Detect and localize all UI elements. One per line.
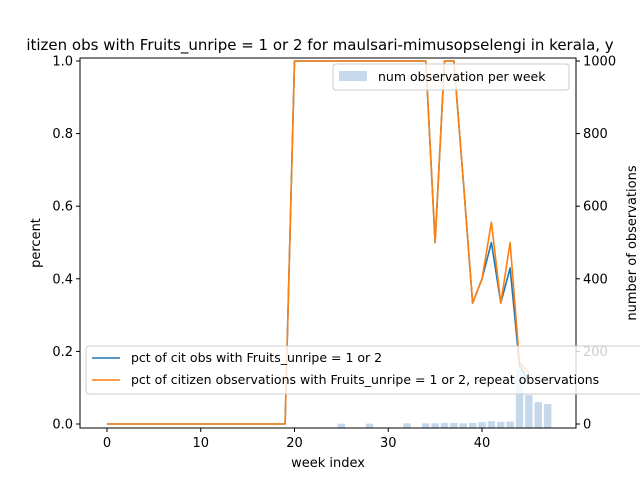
- y-tick-label-4: 0.8: [52, 127, 73, 142]
- legend-bars-label: num observation per week: [378, 69, 546, 84]
- legend-bars-swatch: [339, 71, 367, 81]
- y-tick-label-1: 0.2: [52, 345, 73, 360]
- y-tick-label-5: 1.0: [52, 55, 73, 70]
- y-tick-label-0: 0.0: [52, 418, 73, 433]
- y2-axis-label: number of observations: [625, 165, 640, 320]
- y2-tick-label-4: 800: [583, 127, 608, 142]
- series-2-line: [107, 60, 530, 425]
- plot-frame: [79, 57, 577, 429]
- x-axis-ticks: 0 10 20 30 40: [103, 428, 490, 451]
- bar-week-42: [497, 421, 505, 428]
- bar-week-38: [459, 423, 467, 428]
- bar-week-40: [478, 422, 486, 428]
- bar-week-37: [450, 422, 458, 428]
- bar-week-25: [337, 423, 346, 428]
- bar-week-43: [506, 421, 514, 428]
- bar-week-28: [365, 423, 374, 428]
- legend-series1-label: pct of cit obs with Fruits_unripe = 1 or…: [131, 350, 382, 365]
- y-tick-label-3: 0.6: [52, 200, 73, 215]
- bars-layer: [337, 369, 552, 428]
- legend-bars: num observation per week: [332, 63, 570, 91]
- chart-title: itizen obs with Fruits_unripe = 1 or 2 f…: [26, 36, 613, 55]
- bar-week-32: [403, 423, 411, 428]
- x-tick-label-4: 40: [474, 436, 491, 451]
- x-axis-label: week index: [291, 456, 365, 471]
- y-tick-label-2: 0.4: [52, 272, 73, 287]
- bar-week-44: [515, 369, 524, 428]
- x-tick-label-2: 20: [286, 436, 303, 451]
- x-tick-label-1: 10: [192, 436, 209, 451]
- bar-week-36: [440, 422, 449, 428]
- bar-week-39: [468, 422, 477, 428]
- bar-week-45: [525, 395, 533, 428]
- y-axis-label: percent: [29, 218, 44, 268]
- bar-week-41: [487, 421, 496, 428]
- y-axis-ticks: 0.0 0.2 0.4 0.6 0.8 1.0: [52, 55, 80, 433]
- legend-lines-frame: [85, 345, 640, 395]
- x-tick-label-3: 30: [380, 436, 397, 451]
- y2-tick-label-0: 0: [583, 418, 591, 433]
- legend-bars-frame: [332, 63, 570, 91]
- y2-tick-label-3: 600: [583, 200, 608, 215]
- x-tick-label-0: 0: [103, 436, 111, 451]
- y2-tick-label-5: 1000: [583, 55, 616, 70]
- legend-series2-label: pct of citizen observations with Fruits_…: [131, 372, 599, 387]
- legend-lines: pct of cit obs with Fruits_unripe = 1 or…: [85, 345, 640, 395]
- bar-week-46: [534, 402, 542, 428]
- bar-week-34: [422, 423, 430, 428]
- bar-week-35: [431, 423, 439, 428]
- bar-week-47: [543, 404, 552, 428]
- y2-tick-label-2: 400: [583, 272, 608, 287]
